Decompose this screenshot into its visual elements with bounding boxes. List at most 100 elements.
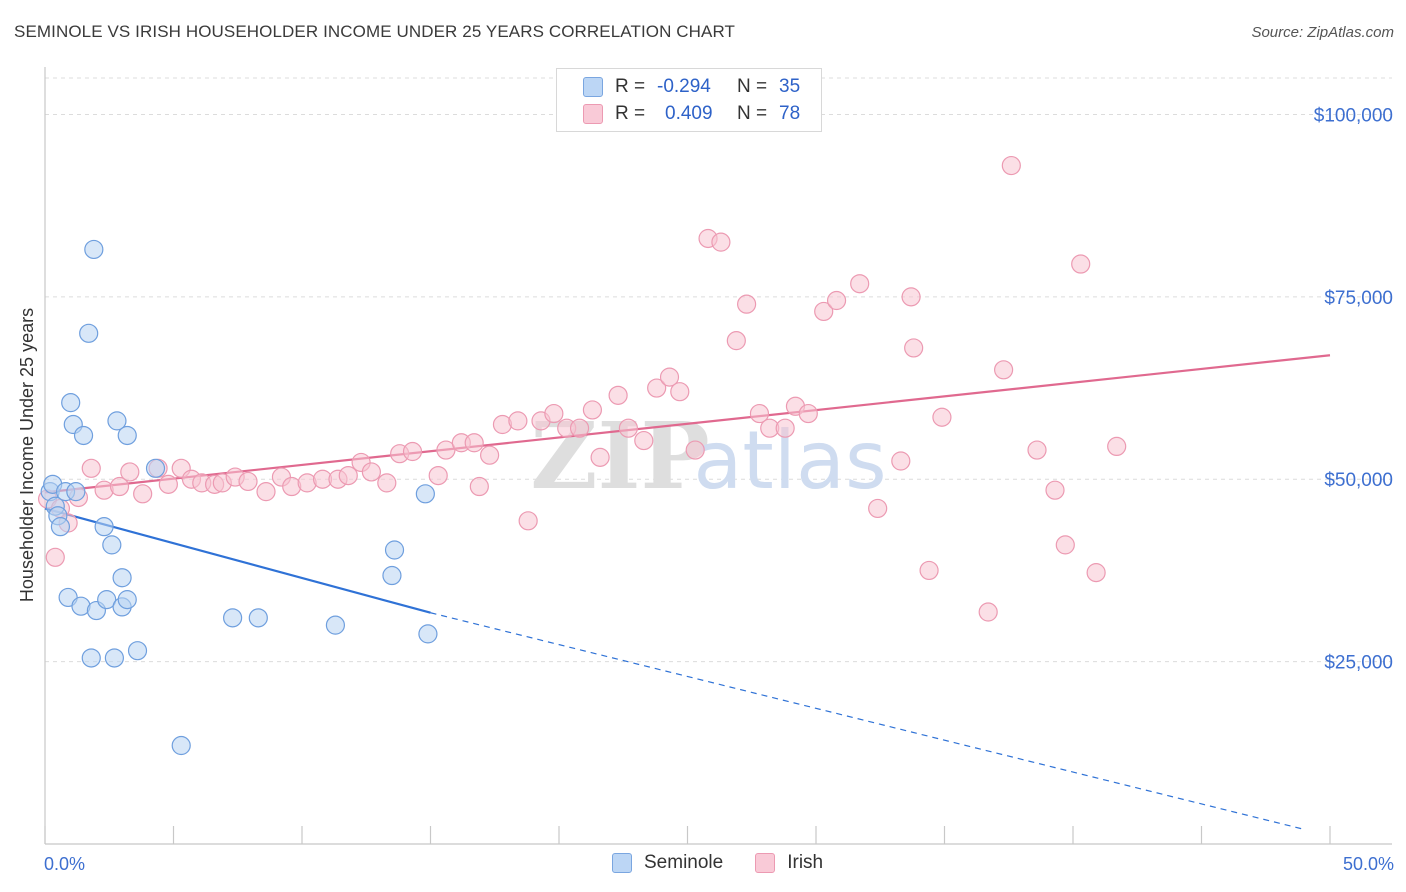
data-points xyxy=(37,155,1127,756)
seminole-swatch xyxy=(612,853,632,873)
y-tick-labels: $25,000 $50,000 $75,000 $100,000 xyxy=(1314,105,1393,673)
irish-point-71 xyxy=(978,602,998,622)
x-tick-label-max: 50.0% xyxy=(1343,854,1394,874)
seminole-point-14 xyxy=(84,239,104,260)
seminole-point-33 xyxy=(415,484,435,504)
irish-point-66 xyxy=(891,451,911,471)
irish-point-72 xyxy=(994,360,1014,380)
legend-n-label: N = xyxy=(737,103,768,124)
seminole-point-23 xyxy=(117,425,137,446)
legend-row-seminole: R = -0.294 N = 35 xyxy=(583,75,800,99)
irish-point-8 xyxy=(120,462,140,482)
irish-point-41 xyxy=(544,403,564,424)
irish-point-56 xyxy=(737,294,757,314)
legend-swatch-seminole xyxy=(583,77,603,97)
legend-r-label: R = xyxy=(615,103,646,124)
correlation-legend: R = -0.294 N = 35 R = 0.409 N = 78 xyxy=(556,68,822,132)
irish-point-75 xyxy=(1045,480,1065,500)
seminole-point-22 xyxy=(112,568,132,588)
seminole-point-17 xyxy=(97,590,117,610)
irish-point-9 xyxy=(133,484,153,504)
series-legend-irish[interactable]: Irish xyxy=(755,852,823,874)
y-tick-label-2: $75,000 xyxy=(1324,288,1393,309)
irish-point-1 xyxy=(45,547,65,567)
irish-point-54 xyxy=(711,232,731,252)
irish-point-68 xyxy=(904,338,924,358)
irish-point-27 xyxy=(361,462,381,482)
irish-point-18 xyxy=(238,471,258,492)
legend-n-label: N = xyxy=(737,76,768,97)
irish-swatch xyxy=(755,853,776,873)
legend-r-value: -0.294 xyxy=(657,76,711,97)
irish-point-57 xyxy=(749,403,770,424)
seminole-point-4 xyxy=(50,517,71,537)
x-tick-label-min: 0.0% xyxy=(44,854,85,874)
irish-point-5 xyxy=(81,458,101,478)
irish-trend-line xyxy=(44,354,1331,494)
chart-title: SEMINOLE VS IRISH HOUSEHOLDER INCOME UND… xyxy=(14,22,736,41)
irish-point-61 xyxy=(798,403,818,424)
irish-point-70 xyxy=(932,407,952,427)
seminole-point-29 xyxy=(248,608,268,628)
y-tick-label-3: $100,000 xyxy=(1314,105,1393,126)
irish-point-36 xyxy=(480,445,500,465)
axes xyxy=(44,67,1392,845)
seminole-point-16 xyxy=(94,517,114,537)
irish-point-46 xyxy=(608,385,628,405)
legend-n-value: 35 xyxy=(779,76,801,97)
irish-point-67 xyxy=(901,287,921,307)
irish-point-77 xyxy=(1071,254,1091,274)
irish-point-59 xyxy=(775,418,795,438)
seminole-point-13 xyxy=(81,648,101,668)
irish-point-19 xyxy=(256,482,276,502)
irish-point-31 xyxy=(428,465,448,486)
legend-r-value: 0.409 xyxy=(665,103,713,124)
irish-point-32 xyxy=(436,440,456,460)
irish-point-49 xyxy=(647,378,667,398)
irish-point-38 xyxy=(508,411,528,431)
seminole-point-30 xyxy=(325,615,346,635)
seminole-point-31 xyxy=(382,565,402,586)
irish-point-28 xyxy=(377,473,397,493)
irish-point-65 xyxy=(868,498,888,519)
y-tick-label-1: $50,000 xyxy=(1324,470,1393,491)
irish-point-11 xyxy=(158,474,178,494)
legend-r-label: R = xyxy=(615,76,646,97)
irish-label: Irish xyxy=(787,852,824,873)
seminole-point-27 xyxy=(171,735,191,756)
irish-point-78 xyxy=(1086,563,1106,583)
seminole-point-20 xyxy=(107,411,127,431)
irish-point-7 xyxy=(109,476,130,497)
irish-point-74 xyxy=(1027,440,1047,460)
source-label: Source: ZipAtlas.com xyxy=(1251,24,1394,41)
seminole-point-11 xyxy=(73,425,94,446)
irish-point-79 xyxy=(1107,436,1127,457)
irish-point-25 xyxy=(338,465,358,486)
legend-n-value: 78 xyxy=(779,103,801,124)
irish-point-51 xyxy=(670,382,690,402)
irish-point-44 xyxy=(582,400,603,420)
irish-point-73 xyxy=(1001,155,1021,176)
irish-point-34 xyxy=(464,433,484,453)
irish-point-63 xyxy=(826,290,847,311)
seminole-point-24 xyxy=(117,590,137,610)
irish-point-30 xyxy=(402,441,423,462)
seminole-label: Seminole xyxy=(644,852,724,873)
y-tick-label-0: $25,000 xyxy=(1324,653,1393,674)
irish-point-43 xyxy=(569,418,590,438)
seminole-point-25 xyxy=(127,641,148,661)
seminole-point-28 xyxy=(223,608,243,628)
seminole-point-26 xyxy=(145,458,166,478)
seminole-point-19 xyxy=(104,648,124,668)
seminole-point-34 xyxy=(418,624,438,644)
series-legend-seminole[interactable]: Seminole xyxy=(612,852,723,874)
irish-point-64 xyxy=(850,274,870,294)
legend-row-irish: R = 0.409 N = 78 xyxy=(583,102,800,126)
y-axis-title: Householder Income Under 25 years xyxy=(17,308,37,602)
seminole-point-18 xyxy=(102,535,122,555)
irish-point-45 xyxy=(590,447,610,467)
irish-point-39 xyxy=(518,511,538,531)
irish-point-52 xyxy=(685,440,705,460)
irish-point-76 xyxy=(1055,535,1075,555)
